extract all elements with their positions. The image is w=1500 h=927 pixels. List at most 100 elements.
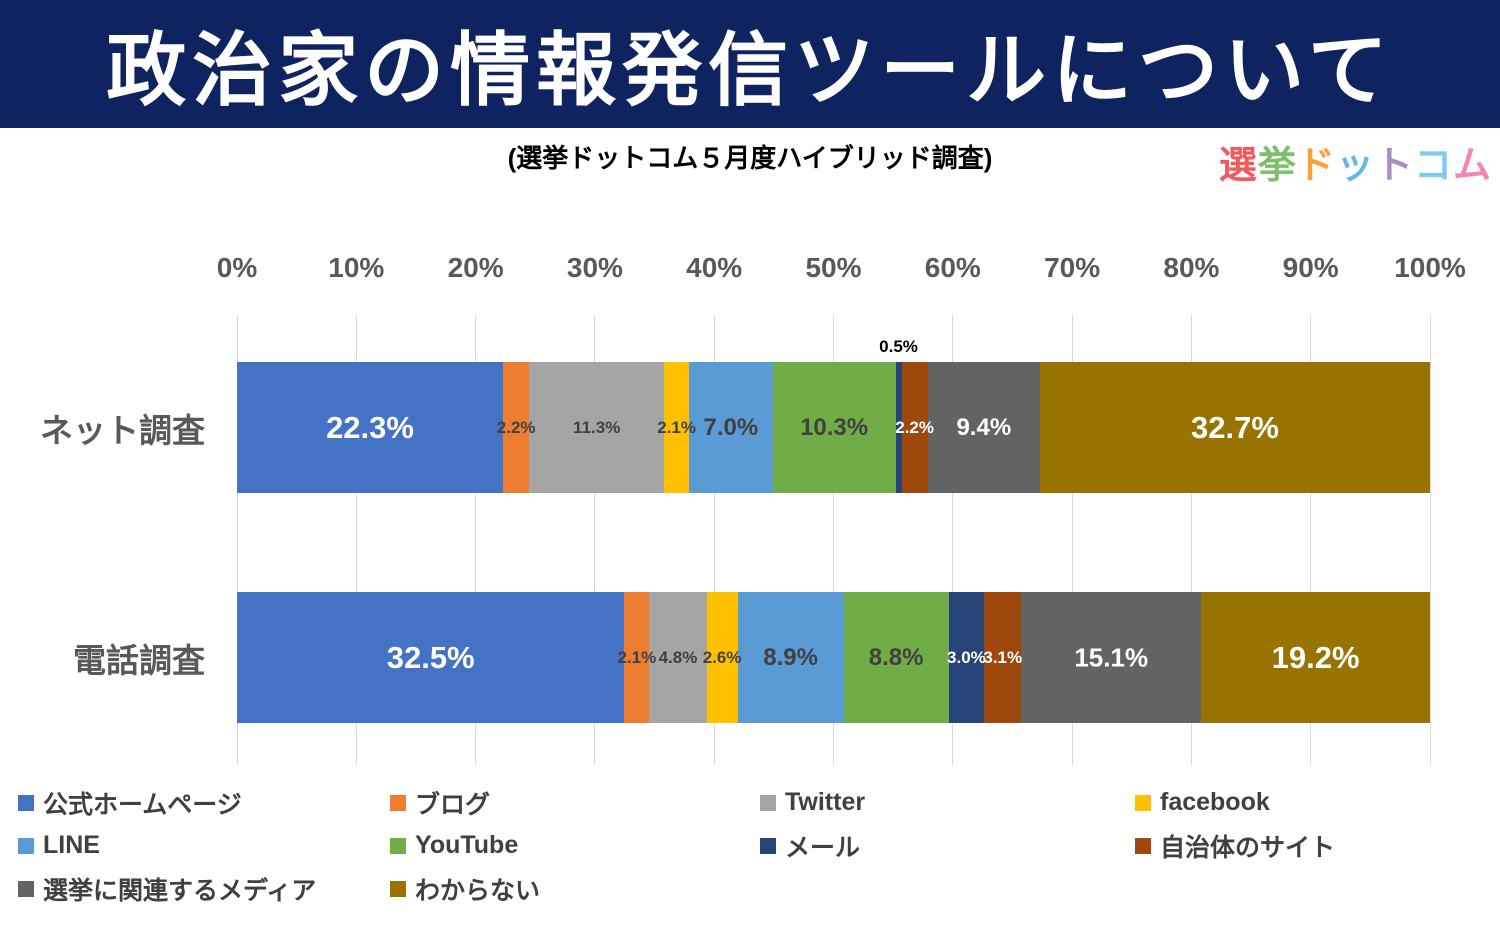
- data-label: 2.1%: [617, 647, 657, 667]
- data-label: 2.1%: [657, 417, 696, 437]
- bar-segment: 22.3%: [237, 362, 504, 493]
- brand-logo-char: ト: [1374, 145, 1414, 187]
- data-label: 2.6%: [702, 647, 742, 667]
- bar-segment: 0.5%: [879, 337, 918, 493]
- data-label: 19.2%: [1271, 639, 1360, 675]
- data-label: 8.9%: [763, 643, 818, 671]
- gridline: [475, 315, 477, 765]
- legend-label: ブログ: [415, 790, 491, 819]
- bar-segment: 3.1%: [983, 592, 1023, 723]
- legend-label: LINE: [43, 831, 100, 859]
- bar-segment: 8.9%: [737, 592, 844, 723]
- bar-segment: 11.3%: [529, 362, 665, 493]
- bar-segment: 32.7%: [1039, 362, 1430, 493]
- brand-logo-char: 選: [1218, 145, 1258, 187]
- bar-segment: 2.2%: [895, 362, 934, 493]
- data-label: 9.4%: [956, 413, 1012, 441]
- legend-label: 公式ホームページ: [43, 790, 242, 819]
- bar-segment: 2.1%: [617, 592, 656, 723]
- bar-segment: 2.6%: [703, 592, 741, 723]
- legend-label: facebook: [1160, 788, 1270, 816]
- legend-label: Twitter: [785, 788, 866, 816]
- x-axis: 0% 10% 20% 30% 40% 50% 60% 70% 80% 90% 100%: [217, 252, 1466, 292]
- axis-tick-label: 100%: [1394, 252, 1466, 283]
- legend: 公式ホームページ ブログ Twitter facebook LINE YouTube メール…: [18, 787, 1482, 905]
- bar-segment: 10.3%: [772, 362, 896, 493]
- data-label: 32.7%: [1190, 409, 1279, 445]
- axis-tick-label: 50%: [805, 252, 862, 283]
- bar-segment: 7.0%: [689, 362, 773, 493]
- category-label: 電話調査: [73, 641, 205, 679]
- legend-swatch: [390, 794, 406, 811]
- legend-item: facebook: [1135, 787, 1482, 818]
- data-label: 3.1%: [983, 647, 1023, 667]
- data-label: 4.8%: [658, 647, 698, 667]
- brand-logo-char: コ: [1413, 145, 1453, 187]
- data-label: 8.8%: [868, 643, 924, 671]
- gridline: [1190, 315, 1192, 765]
- brand-logo-char: 挙: [1257, 145, 1297, 187]
- bar-segment: 4.8%: [649, 592, 707, 723]
- data-label: 10.3%: [800, 413, 869, 441]
- bar-segment: 2.1%: [657, 362, 696, 493]
- legend-label: 選挙に関連するメディア: [43, 876, 317, 905]
- page-title: 政治家の情報発信ツールについて: [106, 26, 1394, 115]
- gridline: [1429, 315, 1431, 765]
- legend-swatch: [18, 837, 34, 854]
- legend-label: YouTube: [415, 831, 519, 859]
- legend-swatch: [390, 837, 406, 854]
- category-label: ネット調査: [40, 411, 205, 449]
- data-label: 22.3%: [326, 409, 414, 445]
- gridline: [833, 315, 834, 765]
- axis-tick-label: 30%: [566, 252, 623, 283]
- legend-swatch: [760, 837, 776, 854]
- legend-swatch: [760, 794, 776, 811]
- gridline: [952, 315, 954, 765]
- legend-item: 公式ホームページ: [18, 787, 390, 819]
- legend-swatch: [18, 794, 34, 811]
- legend-item: LINE: [18, 830, 390, 861]
- legend-item: Twitter: [760, 787, 1135, 818]
- axis-tick-label: 90%: [1282, 252, 1339, 283]
- bar-row: 22.3% 2.2% 11.3% 2.1% 7.0% 10.3% 0.5% 2.2% 9.4% 3…: [237, 337, 1430, 493]
- legend-label: メール: [785, 833, 861, 862]
- legend-label: わからない: [415, 876, 541, 905]
- chart-subtitle: (選挙ドットコム５月度ハイブリッド調査): [507, 143, 993, 173]
- bar-segment: 15.1%: [1021, 592, 1202, 723]
- legend-swatch: [1135, 837, 1151, 854]
- brand-logo-char: ド: [1296, 145, 1336, 187]
- data-label: 0.5%: [879, 337, 918, 356]
- data-label: 32.5%: [386, 639, 475, 675]
- legend-item: メール: [760, 830, 1135, 862]
- legend-item: 自治体のサイト: [1135, 830, 1482, 862]
- bar-row: 32.5% 2.1% 4.8% 2.6% 8.9% 8.8% 3.0% 3.1% 15.1% 19…: [237, 592, 1431, 723]
- bar-segment: 8.8%: [843, 592, 949, 723]
- legend-item: わからない: [390, 873, 760, 905]
- axis-tick-label: 80%: [1163, 252, 1220, 283]
- gridline: [355, 315, 357, 765]
- bar-segment: 2.2%: [497, 362, 536, 493]
- data-label: 3.0%: [947, 647, 986, 667]
- legend-label: 自治体のサイト: [1160, 833, 1336, 862]
- data-label: 2.2%: [895, 417, 934, 437]
- brand-logo-char: ッ: [1335, 145, 1375, 187]
- brand-logo-char: ム: [1452, 145, 1492, 187]
- gridline: [1310, 315, 1312, 765]
- data-label: 7.0%: [703, 413, 759, 441]
- gridline: [1071, 315, 1073, 765]
- legend-swatch: [1135, 794, 1151, 811]
- brand-logo: 選挙ドットコム: [1219, 134, 1492, 189]
- bar-segment: 3.0%: [947, 592, 986, 723]
- axis-tick-label: 20%: [447, 252, 504, 283]
- axis-tick-label: 0%: [216, 252, 258, 283]
- bar-segment: 32.5%: [237, 592, 625, 723]
- legend-item: ブログ: [390, 787, 760, 819]
- data-label: 2.2%: [496, 417, 536, 437]
- axis-tick-label: 60%: [924, 252, 981, 283]
- gridline: [594, 315, 596, 765]
- legend-item: YouTube: [390, 830, 760, 861]
- axis-tick-label: 40%: [686, 252, 743, 283]
- legend-item: 選挙に関連するメディア: [18, 873, 390, 905]
- gridline: [236, 315, 238, 765]
- bar-segment: 9.4%: [927, 362, 1040, 493]
